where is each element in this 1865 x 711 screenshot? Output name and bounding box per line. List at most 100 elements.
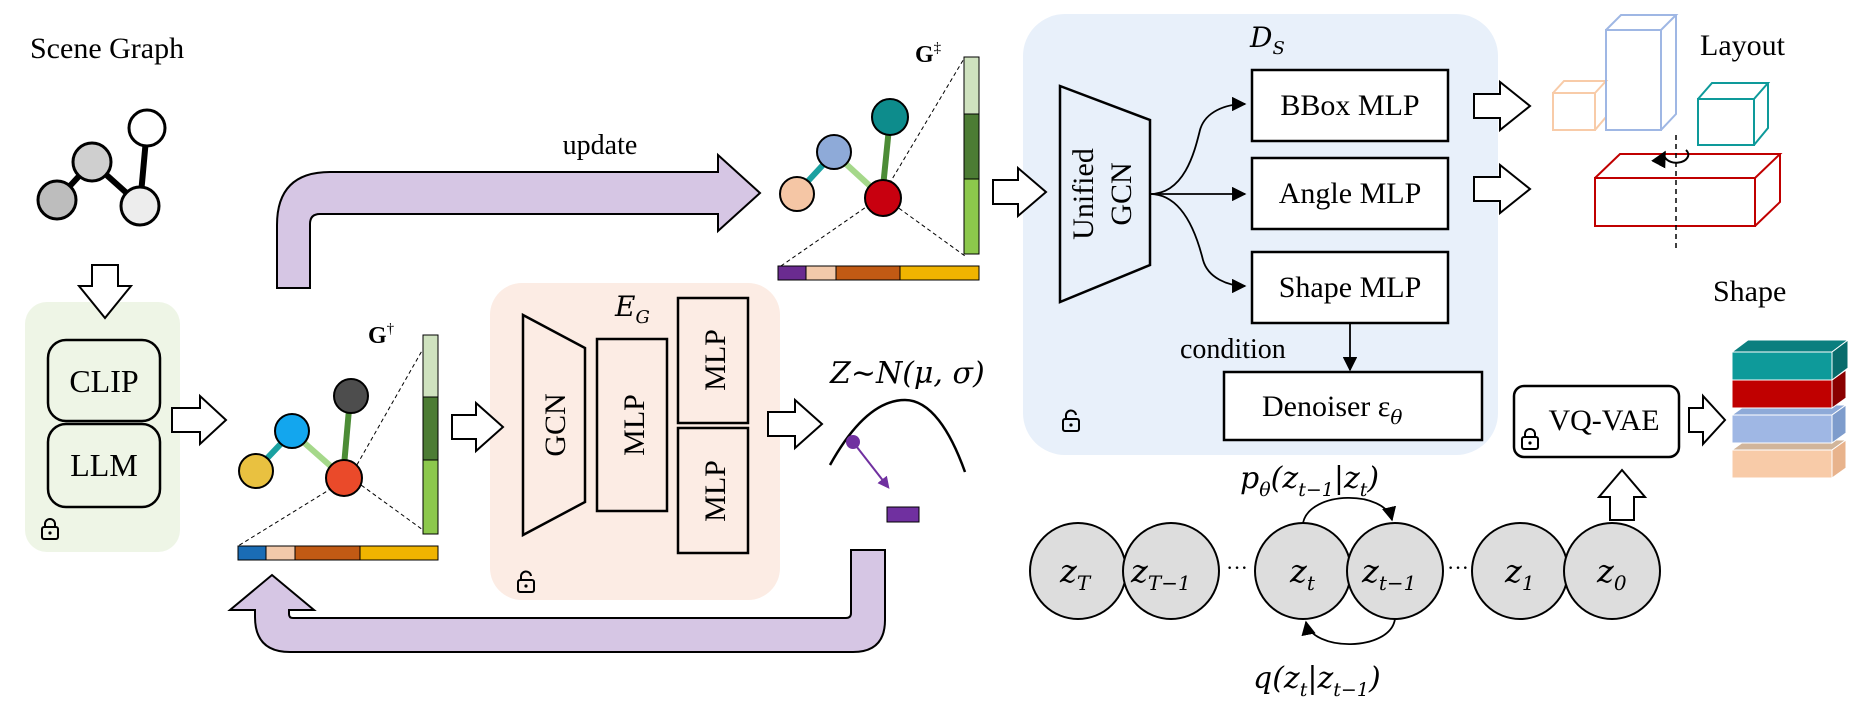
encoder-mlp-box: [595, 337, 669, 513]
unlock-icon: [517, 570, 535, 593]
layout-box-red: [1594, 153, 1783, 227]
graph-node-crimson: [864, 179, 902, 217]
strip-peach: [265, 545, 296, 561]
shape-layer-teal: [1730, 339, 1850, 381]
encoder-mlp-mu-box: [676, 296, 750, 425]
shape-stack: [1730, 339, 1850, 479]
up-arrow-icon: [1596, 468, 1648, 521]
latent-distribution-label: Z∼N(μ, σ): [829, 356, 985, 391]
latent-sample-arrow: [852, 441, 890, 489]
feature-bar-light: [422, 334, 439, 398]
scene-node-4: [127, 108, 167, 148]
feedback-arrow: [227, 549, 886, 653]
right-arrow-icon: [1688, 393, 1727, 447]
right-arrow-icon: [171, 393, 228, 447]
feature-bar-mid: [422, 396, 439, 461]
chain-label-zt-1: zt−1: [1361, 552, 1416, 595]
chain-ellipsis-left: ···: [1226, 555, 1248, 580]
graph-node-red: [325, 459, 363, 497]
feature-bar-mid: [963, 113, 980, 180]
right-arrow-icon: [1473, 162, 1532, 216]
latent-code: [886, 506, 920, 523]
unlock-icon: [1062, 409, 1080, 432]
denoiser-box: [1222, 370, 1484, 442]
encoder-gcn-trapezoid: [521, 312, 587, 538]
branch-arrows: [1149, 96, 1247, 294]
lock-icon: [1521, 428, 1539, 450]
shape-title: Shape: [1713, 275, 1786, 308]
bbox-mlp-box: [1250, 68, 1450, 143]
right-arrow-icon: [1473, 79, 1532, 133]
bbox-mlp-label: BBox MLP: [1280, 89, 1419, 122]
graph-node-peach: [779, 176, 815, 212]
scene-graph-title: Scene Graph: [30, 32, 184, 65]
graph-node-blue: [274, 413, 310, 449]
chain-node-z0: [1563, 522, 1661, 620]
right-arrow-icon: [767, 397, 824, 451]
p-theta-label: pθ(zt−1|zt): [1240, 461, 1379, 501]
strip-brown: [835, 265, 901, 281]
feature-bar-bright: [422, 459, 439, 535]
llm-label: LLM: [70, 447, 138, 483]
update-arrow: [276, 152, 762, 289]
feature-bar-bright: [963, 178, 980, 255]
lock-icon: [41, 518, 59, 540]
strip-gold: [899, 265, 980, 281]
shape-mlp-label: Shape MLP: [1279, 271, 1422, 304]
layout-box-blue: [1605, 14, 1679, 131]
right-arrow-icon: [451, 400, 505, 454]
graph-node-lavender: [816, 134, 852, 170]
graph-node-teal: [871, 98, 909, 136]
graph-g-dagger: G†: [237, 321, 439, 561]
decoder-label: DS: [1249, 21, 1285, 59]
shape-mlp-box: [1250, 250, 1450, 325]
strip-gold: [359, 545, 439, 561]
shape-layer-peach: [1730, 439, 1848, 479]
encoder-mlp-sigma-label: MLP: [699, 460, 732, 522]
rotation-icon: [1651, 149, 1690, 169]
chain-label-zT: zT: [1059, 552, 1092, 595]
q-label: q(zt|zt−1): [1253, 661, 1381, 701]
condition-label: condition: [1180, 334, 1286, 365]
update-label: update: [563, 130, 638, 161]
strip-blue: [237, 545, 267, 561]
encoder-mlp-label: MLP: [618, 394, 651, 456]
layout-box-peach: [1552, 80, 1609, 131]
down-arrow-icon: [76, 264, 134, 320]
gaussian-curve: [828, 398, 967, 473]
chain-ellipsis-right: ···: [1447, 555, 1469, 580]
graph-node-dark: [333, 378, 369, 414]
layout-box-teal: [1697, 82, 1771, 146]
vqvae-label: VQ-VAE: [1548, 404, 1659, 437]
shape-layer-blue: [1730, 404, 1848, 444]
strip-purple: [777, 265, 807, 281]
diffusion-chain: zT zT−1 zt zt−1 z1 z0 ··· ··· pθ(zt−1|zt…: [1029, 461, 1661, 701]
graph-g-ddagger: G‡: [777, 40, 980, 281]
layout-boxes: [1552, 14, 1783, 227]
vqvae-box: [1512, 384, 1681, 459]
encoder-mlp-sigma-box: [676, 426, 750, 555]
angle-mlp-label: Angle MLP: [1279, 177, 1422, 210]
feature-bar-light: [963, 56, 980, 115]
graph-node-yellow: [238, 453, 274, 489]
g-ddagger-label: G‡: [915, 40, 942, 68]
chain-label-z1: z1: [1504, 552, 1535, 595]
unified-gcn-label-1: Unified: [1067, 148, 1100, 240]
chain-label-z0: z0: [1596, 552, 1627, 595]
strip-peach: [805, 265, 837, 281]
g-dagger-label: G†: [368, 321, 395, 349]
forward-step-arrow: [1301, 618, 1396, 646]
encoder-label: EG: [614, 290, 650, 328]
clip-label: CLIP: [69, 363, 138, 399]
denoiser-label: Denoiser εθ: [1262, 390, 1402, 429]
reverse-step-arrow: [1302, 496, 1397, 524]
right-arrow-icon: [992, 165, 1048, 219]
clip-box: [46, 338, 162, 423]
llm-box: [46, 422, 162, 509]
scene-node-3: [119, 185, 161, 227]
strip-brown: [294, 545, 361, 561]
angle-mlp-box: [1250, 156, 1450, 231]
chain-label-zt: zt: [1289, 552, 1316, 595]
chain-node-zT-1: [1122, 522, 1220, 620]
